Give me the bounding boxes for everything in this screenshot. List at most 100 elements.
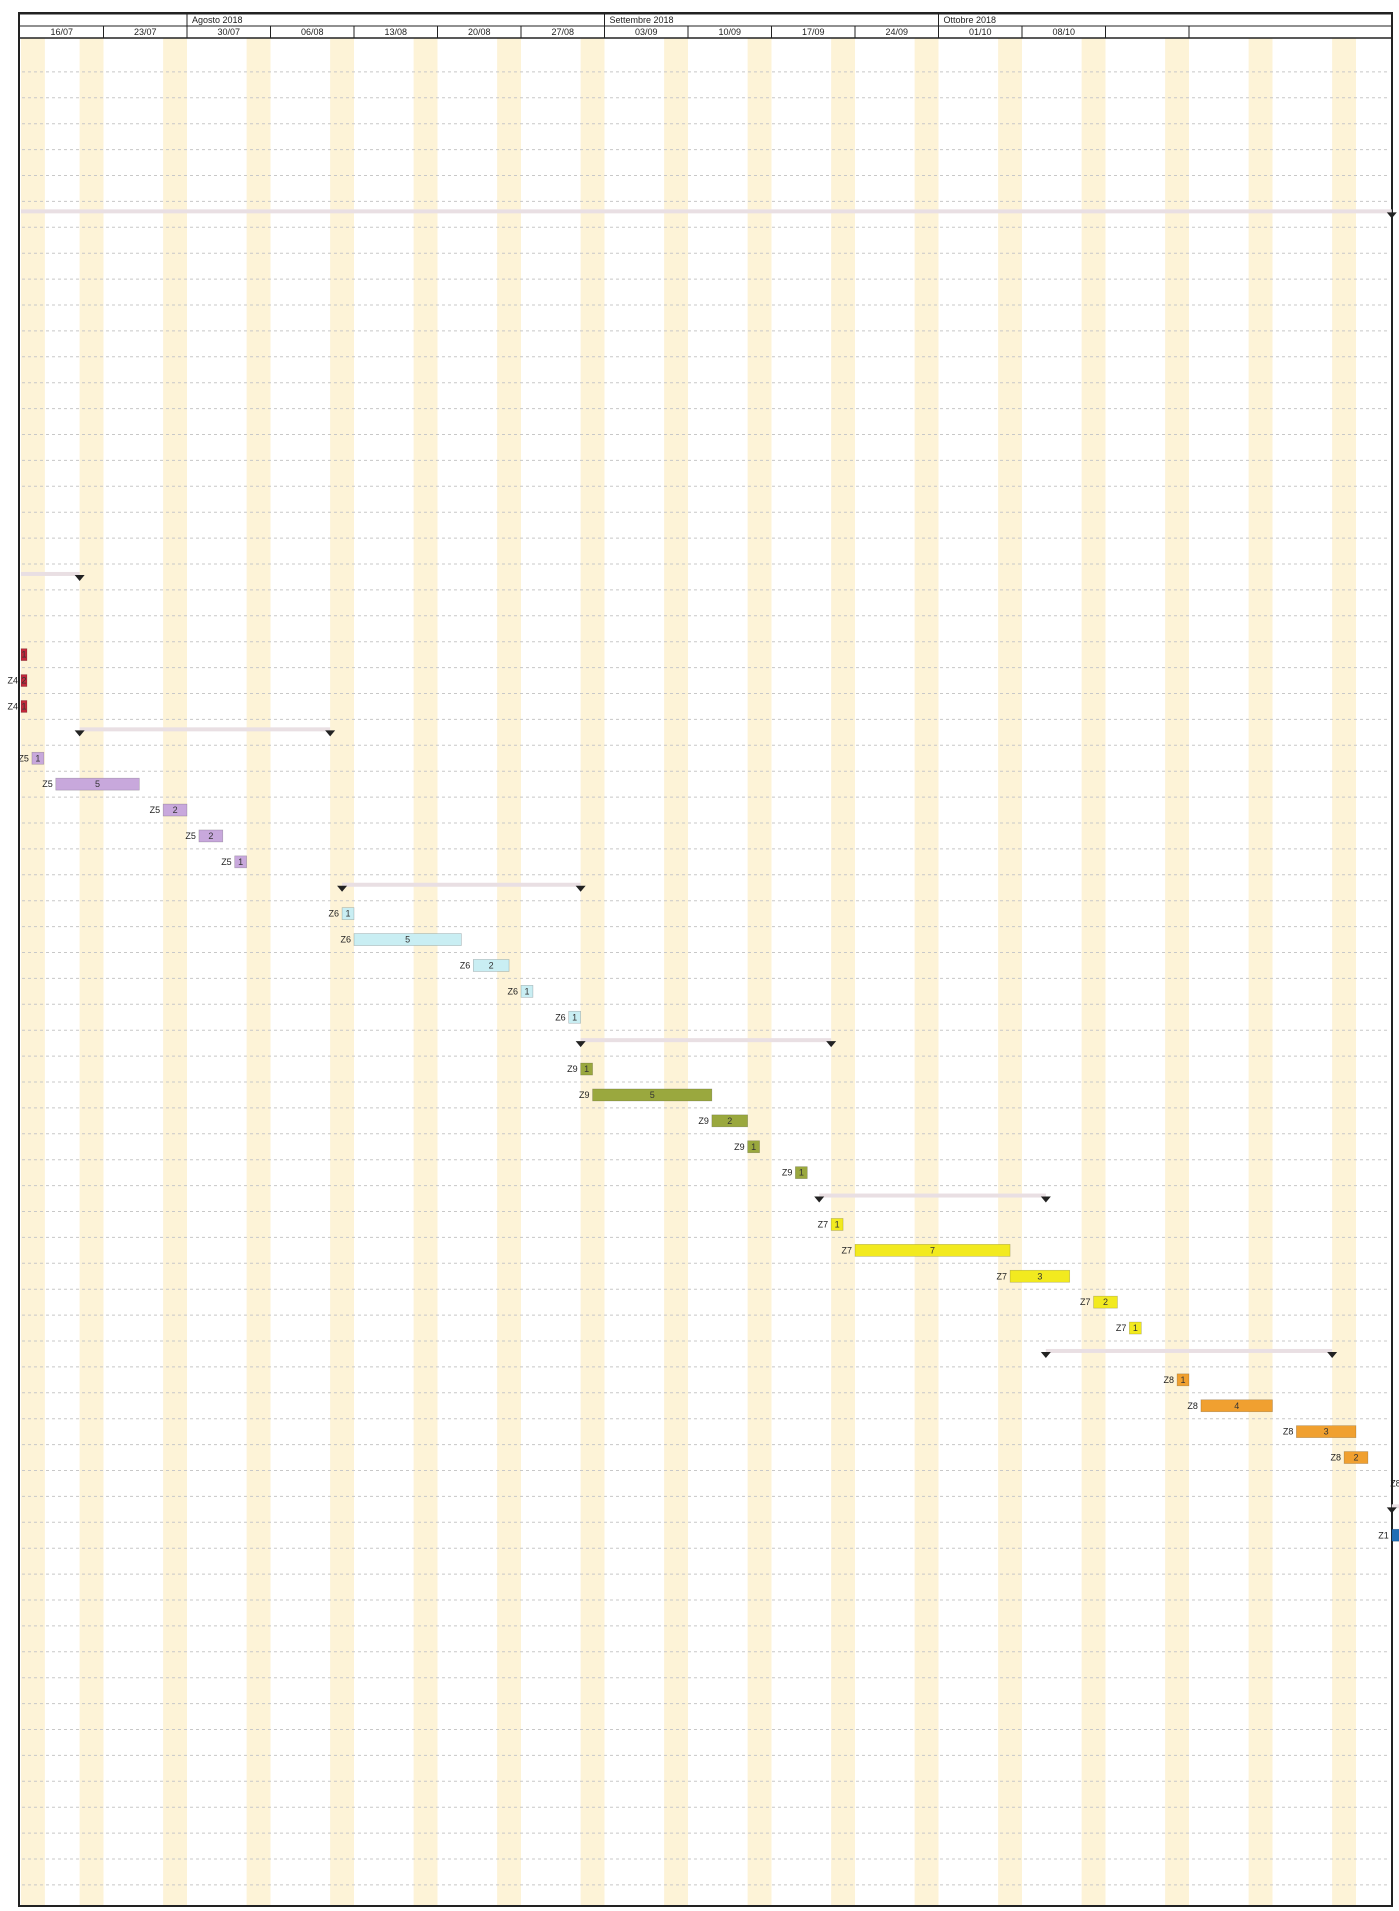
weekend-band — [747, 38, 772, 1905]
task-zone-label: Z4 — [7, 676, 18, 686]
week-label: 16/07 — [50, 27, 73, 37]
task-zone-label: Z5 — [150, 805, 161, 815]
weekend-band — [497, 38, 521, 1905]
summary-marker — [826, 1041, 837, 1048]
task-bar — [1093, 1295, 1118, 1309]
summary-bar — [1391, 1504, 1399, 1509]
weekend-band — [413, 38, 438, 1905]
task-zone-label: Z6 — [507, 986, 518, 996]
task-bar — [711, 1114, 748, 1128]
task-bar — [1200, 1399, 1273, 1413]
task-value-label: 2 — [21, 676, 26, 686]
task-bar — [1343, 1451, 1369, 1464]
task-zone-label: Z5 — [42, 779, 53, 789]
weekend-band — [246, 38, 271, 1905]
task-value-label: 1 — [751, 1142, 756, 1152]
task-value-label: 2 — [1103, 1297, 1108, 1307]
summary-bar — [79, 727, 331, 732]
task-bar — [20, 700, 28, 713]
task-zone-label: Z6 — [460, 960, 471, 970]
task-bar — [1391, 1528, 1399, 1542]
task-zone-label: Z4 — [7, 701, 18, 711]
task-bar — [795, 1166, 808, 1179]
task-bar — [830, 1218, 844, 1231]
task-value-label: 2 — [1353, 1453, 1358, 1463]
task-value-label: 1 — [346, 909, 351, 919]
task-zone-label: Z9 — [698, 1116, 709, 1126]
task-bar — [1296, 1425, 1357, 1438]
task-bar — [747, 1140, 760, 1154]
task-zone-label: Z8 — [1390, 1478, 1399, 1488]
task-value-label: 2 — [173, 805, 178, 815]
summary-marker — [325, 730, 336, 737]
task-zone-label: Z5 — [18, 753, 29, 763]
task-value-label: 1 — [1181, 1375, 1186, 1385]
task-zone-label: Z8 — [1331, 1453, 1342, 1463]
summary-marker — [1040, 1351, 1051, 1358]
task-bar — [580, 1062, 593, 1076]
week-label: 30/07 — [217, 27, 240, 37]
task-bar — [234, 855, 247, 869]
task-value-label: 2 — [727, 1116, 732, 1126]
weekend-band — [21, 38, 45, 1905]
task-value-label: 1 — [835, 1219, 840, 1229]
weekend-band — [330, 38, 354, 1905]
summary-bar — [1045, 1348, 1333, 1353]
weekend-band — [163, 38, 187, 1905]
weekend-band — [1081, 38, 1106, 1905]
week-label: 20/08 — [468, 27, 491, 37]
task-bar — [1176, 1373, 1190, 1387]
week-label: 01/10 — [969, 27, 992, 37]
task-value-label: 2 — [489, 960, 494, 970]
task-value-label: 3 — [1037, 1271, 1042, 1281]
task-value-label: 5 — [405, 935, 410, 945]
week-label: 24/09 — [885, 27, 908, 37]
task-zone-label: Z6 — [555, 1012, 566, 1022]
task-value-label: 3 — [1324, 1427, 1329, 1437]
task-zone-label: Z8 — [1283, 1427, 1294, 1437]
task-bar — [162, 803, 188, 817]
task-value-label: 5 — [95, 779, 100, 789]
task-bar — [568, 1010, 581, 1024]
weekend-band — [664, 38, 688, 1905]
weekend-band — [580, 38, 605, 1905]
task-bar — [854, 1244, 1011, 1257]
task-zone-label: Z1 — [1378, 1530, 1389, 1540]
task-value-label: 1 — [799, 1168, 804, 1178]
task-zone-label: Z9 — [579, 1090, 590, 1100]
weekend-band — [831, 38, 855, 1905]
task-bar — [341, 907, 355, 920]
task-value-label: 1 — [21, 650, 26, 660]
week-label: 08/10 — [1052, 27, 1075, 37]
weekend-band — [79, 38, 104, 1905]
summary-marker — [337, 885, 348, 892]
task-bar — [1129, 1321, 1142, 1335]
task-zone-label: Z7 — [1080, 1297, 1091, 1307]
task-bar — [31, 751, 45, 765]
weekend-band — [998, 38, 1022, 1905]
task-value-label: 1 — [21, 701, 26, 711]
task-bar — [1009, 1269, 1071, 1283]
task-value-label: 1 — [35, 753, 40, 763]
task-zone-label: Z6 — [340, 935, 351, 945]
task-zone-label: Z7 — [1116, 1323, 1127, 1333]
task-bar — [55, 777, 140, 791]
task-bar — [20, 674, 28, 687]
task-value-label: 5 — [650, 1090, 655, 1100]
task-value-label: 1 — [524, 986, 529, 996]
summary-marker — [74, 730, 85, 737]
summary-marker — [1040, 1196, 1051, 1203]
task-bar — [198, 829, 224, 843]
task-value-label: 7 — [930, 1245, 935, 1255]
summary-marker — [575, 1041, 586, 1048]
summary-marker — [1386, 212, 1397, 219]
weekend-band — [1248, 38, 1273, 1905]
weekend-band — [1332, 38, 1356, 1905]
summary-marker — [1386, 1507, 1397, 1514]
chart-frame — [18, 12, 1393, 1907]
task-bar — [20, 648, 28, 661]
summary-bar — [580, 1038, 832, 1043]
task-bar — [472, 959, 510, 972]
month-label: Settembre 2018 — [610, 15, 674, 25]
